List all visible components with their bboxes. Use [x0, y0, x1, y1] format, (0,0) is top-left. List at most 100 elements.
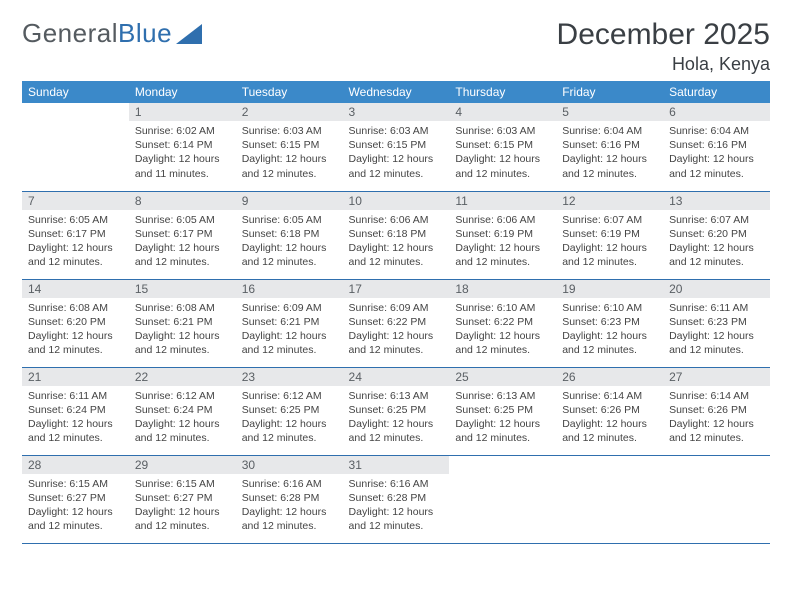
day-number: 20: [663, 280, 770, 298]
day-body: Sunrise: 6:11 AMSunset: 6:24 PMDaylight:…: [22, 386, 129, 450]
sunset-text: Sunset: 6:27 PM: [28, 491, 123, 505]
day-number: 14: [22, 280, 129, 298]
daylight-text: Daylight: 12 hours and 12 minutes.: [242, 505, 337, 533]
sunrise-text: Sunrise: 6:12 AM: [242, 389, 337, 403]
daylight-text: Daylight: 12 hours and 12 minutes.: [242, 329, 337, 357]
sunrise-text: Sunrise: 6:14 AM: [669, 389, 764, 403]
day-body: Sunrise: 6:03 AMSunset: 6:15 PMDaylight:…: [236, 121, 343, 185]
daylight-text: Daylight: 12 hours and 12 minutes.: [242, 241, 337, 269]
sunrise-text: Sunrise: 6:10 AM: [455, 301, 550, 315]
calendar-day-cell: [663, 455, 770, 543]
sunrise-text: Sunrise: 6:03 AM: [242, 124, 337, 138]
sunset-text: Sunset: 6:21 PM: [135, 315, 230, 329]
day-body: Sunrise: 6:14 AMSunset: 6:26 PMDaylight:…: [663, 386, 770, 450]
day-body: Sunrise: 6:08 AMSunset: 6:20 PMDaylight:…: [22, 298, 129, 362]
day-body: Sunrise: 6:14 AMSunset: 6:26 PMDaylight:…: [556, 386, 663, 450]
calendar-day-cell: 8Sunrise: 6:05 AMSunset: 6:17 PMDaylight…: [129, 191, 236, 279]
sunset-text: Sunset: 6:18 PM: [349, 227, 444, 241]
sunset-text: Sunset: 6:15 PM: [455, 138, 550, 152]
day-number: 18: [449, 280, 556, 298]
calendar-day-cell: 16Sunrise: 6:09 AMSunset: 6:21 PMDayligh…: [236, 279, 343, 367]
sunrise-text: Sunrise: 6:05 AM: [28, 213, 123, 227]
weekday-header: Sunday: [22, 81, 129, 103]
calendar-day-cell: 29Sunrise: 6:15 AMSunset: 6:27 PMDayligh…: [129, 455, 236, 543]
title-block: December 2025 Hola, Kenya: [557, 18, 770, 75]
daylight-text: Daylight: 12 hours and 12 minutes.: [562, 329, 657, 357]
sunrise-text: Sunrise: 6:03 AM: [349, 124, 444, 138]
day-number: 15: [129, 280, 236, 298]
sunset-text: Sunset: 6:21 PM: [242, 315, 337, 329]
sunrise-text: Sunrise: 6:10 AM: [562, 301, 657, 315]
sunrise-text: Sunrise: 6:09 AM: [349, 301, 444, 315]
sunset-text: Sunset: 6:28 PM: [349, 491, 444, 505]
sunrise-text: Sunrise: 6:13 AM: [455, 389, 550, 403]
day-body: Sunrise: 6:15 AMSunset: 6:27 PMDaylight:…: [22, 474, 129, 538]
calendar-day-cell: 3Sunrise: 6:03 AMSunset: 6:15 PMDaylight…: [343, 103, 450, 191]
calendar-day-cell: 12Sunrise: 6:07 AMSunset: 6:19 PMDayligh…: [556, 191, 663, 279]
sunset-text: Sunset: 6:23 PM: [562, 315, 657, 329]
day-number: 11: [449, 192, 556, 210]
calendar-day-cell: 20Sunrise: 6:11 AMSunset: 6:23 PMDayligh…: [663, 279, 770, 367]
sunset-text: Sunset: 6:16 PM: [562, 138, 657, 152]
calendar-week-row: 14Sunrise: 6:08 AMSunset: 6:20 PMDayligh…: [22, 279, 770, 367]
calendar-day-cell: 19Sunrise: 6:10 AMSunset: 6:23 PMDayligh…: [556, 279, 663, 367]
day-number: 23: [236, 368, 343, 386]
day-number: 5: [556, 103, 663, 121]
day-body: Sunrise: 6:06 AMSunset: 6:18 PMDaylight:…: [343, 210, 450, 274]
day-body: Sunrise: 6:06 AMSunset: 6:19 PMDaylight:…: [449, 210, 556, 274]
sunset-text: Sunset: 6:22 PM: [455, 315, 550, 329]
calendar-week-row: 7Sunrise: 6:05 AMSunset: 6:17 PMDaylight…: [22, 191, 770, 279]
day-number: 3: [343, 103, 450, 121]
calendar-day-cell: 27Sunrise: 6:14 AMSunset: 6:26 PMDayligh…: [663, 367, 770, 455]
daylight-text: Daylight: 12 hours and 12 minutes.: [28, 505, 123, 533]
day-body: Sunrise: 6:12 AMSunset: 6:24 PMDaylight:…: [129, 386, 236, 450]
sunset-text: Sunset: 6:24 PM: [28, 403, 123, 417]
daylight-text: Daylight: 12 hours and 12 minutes.: [455, 241, 550, 269]
sunset-text: Sunset: 6:17 PM: [135, 227, 230, 241]
calendar-day-cell: 30Sunrise: 6:16 AMSunset: 6:28 PMDayligh…: [236, 455, 343, 543]
calendar-table: SundayMondayTuesdayWednesdayThursdayFrid…: [22, 81, 770, 544]
sunset-text: Sunset: 6:24 PM: [135, 403, 230, 417]
calendar-day-cell: 13Sunrise: 6:07 AMSunset: 6:20 PMDayligh…: [663, 191, 770, 279]
daylight-text: Daylight: 12 hours and 12 minutes.: [669, 329, 764, 357]
sunset-text: Sunset: 6:15 PM: [349, 138, 444, 152]
calendar-day-cell: 22Sunrise: 6:12 AMSunset: 6:24 PMDayligh…: [129, 367, 236, 455]
day-number: 22: [129, 368, 236, 386]
day-number: 7: [22, 192, 129, 210]
day-number: 30: [236, 456, 343, 474]
sunrise-text: Sunrise: 6:16 AM: [242, 477, 337, 491]
weekday-header: Saturday: [663, 81, 770, 103]
calendar-day-cell: 17Sunrise: 6:09 AMSunset: 6:22 PMDayligh…: [343, 279, 450, 367]
calendar-day-cell: 7Sunrise: 6:05 AMSunset: 6:17 PMDaylight…: [22, 191, 129, 279]
calendar-day-cell: 5Sunrise: 6:04 AMSunset: 6:16 PMDaylight…: [556, 103, 663, 191]
day-body: Sunrise: 6:02 AMSunset: 6:14 PMDaylight:…: [129, 121, 236, 185]
sunrise-text: Sunrise: 6:02 AM: [135, 124, 230, 138]
sunset-text: Sunset: 6:28 PM: [242, 491, 337, 505]
day-number: 1: [129, 103, 236, 121]
day-body: Sunrise: 6:05 AMSunset: 6:17 PMDaylight:…: [22, 210, 129, 274]
day-body: Sunrise: 6:05 AMSunset: 6:17 PMDaylight:…: [129, 210, 236, 274]
day-body: Sunrise: 6:16 AMSunset: 6:28 PMDaylight:…: [236, 474, 343, 538]
logo-text-gray: General: [22, 18, 118, 49]
day-body: Sunrise: 6:03 AMSunset: 6:15 PMDaylight:…: [449, 121, 556, 185]
calendar-day-cell: 25Sunrise: 6:13 AMSunset: 6:25 PMDayligh…: [449, 367, 556, 455]
calendar-day-cell: 26Sunrise: 6:14 AMSunset: 6:26 PMDayligh…: [556, 367, 663, 455]
logo-triangle-icon: [176, 24, 202, 44]
sunset-text: Sunset: 6:19 PM: [562, 227, 657, 241]
day-number: 16: [236, 280, 343, 298]
calendar-day-cell: 28Sunrise: 6:15 AMSunset: 6:27 PMDayligh…: [22, 455, 129, 543]
day-body: Sunrise: 6:13 AMSunset: 6:25 PMDaylight:…: [343, 386, 450, 450]
day-body: Sunrise: 6:10 AMSunset: 6:22 PMDaylight:…: [449, 298, 556, 362]
calendar-day-cell: [556, 455, 663, 543]
sunset-text: Sunset: 6:25 PM: [242, 403, 337, 417]
day-number: 4: [449, 103, 556, 121]
daylight-text: Daylight: 12 hours and 12 minutes.: [349, 241, 444, 269]
day-number: 12: [556, 192, 663, 210]
day-number: 28: [22, 456, 129, 474]
sunrise-text: Sunrise: 6:07 AM: [669, 213, 764, 227]
day-body: Sunrise: 6:07 AMSunset: 6:19 PMDaylight:…: [556, 210, 663, 274]
day-body: Sunrise: 6:13 AMSunset: 6:25 PMDaylight:…: [449, 386, 556, 450]
sunrise-text: Sunrise: 6:11 AM: [669, 301, 764, 315]
calendar-day-cell: 21Sunrise: 6:11 AMSunset: 6:24 PMDayligh…: [22, 367, 129, 455]
day-number: 9: [236, 192, 343, 210]
